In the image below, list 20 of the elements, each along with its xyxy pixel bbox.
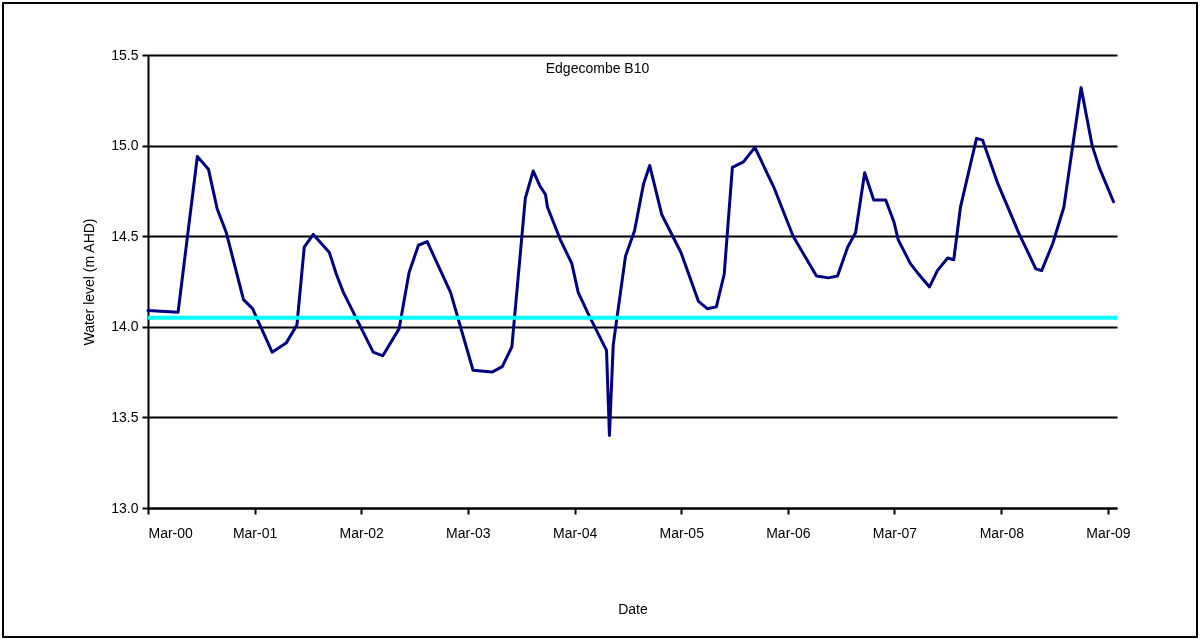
y-tick-label: 15.5: [111, 46, 139, 63]
x-tick-label: Mar-05: [659, 524, 705, 541]
x-tick-label: Mar-03: [446, 524, 491, 541]
x-tick-label: Mar-08: [979, 524, 1025, 541]
y-tick-label: 13.0: [111, 499, 139, 516]
x-tick-label: Mar-09: [1086, 524, 1131, 541]
line-series: [146, 86, 1115, 438]
x-tick-label: Mar-00: [148, 524, 194, 541]
y-tick-label: 14.0: [111, 318, 139, 335]
x-tick-label: Mar-04: [553, 524, 598, 541]
y-tick-label: 15.0: [111, 137, 139, 154]
y-tick-label: 14.5: [111, 227, 139, 244]
x-tick-label: Mar-07: [872, 524, 918, 541]
x-axis-title: Date: [618, 600, 648, 617]
x-tick-label: Mar-02: [339, 524, 385, 541]
x-tick-label: Mar-06: [766, 524, 811, 541]
chart-title: Edgecombe B10: [545, 60, 650, 76]
y-axis-title: Water level (m AHD): [81, 218, 98, 346]
x-tick-label: Mar-01: [232, 524, 278, 541]
y-tick-label: 13.5: [111, 408, 139, 425]
